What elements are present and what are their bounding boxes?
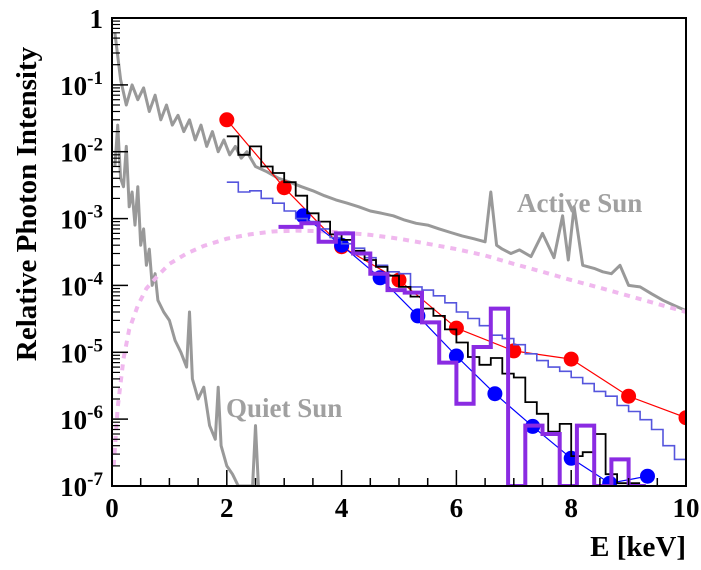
series-4-point-9 [640,468,655,484]
series-layer [112,32,686,486]
series-0 [113,32,686,312]
annotation-active-sun: Active Sun [517,188,642,218]
x-tick-label-1: 2 [220,493,234,523]
series-7 [278,221,646,486]
series-3-point-7 [621,388,637,404]
series-2 [112,228,686,467]
series-3-point-0 [219,112,235,128]
y-tick-label-6: 10-1 [60,68,103,101]
series-5 [226,181,686,461]
series-6-histogram [226,135,641,485]
y-tick-label-0: 10-7 [60,469,103,502]
tick-layer [111,17,687,487]
annotation-quiet-sun: Quiet Sun [226,393,342,423]
y-axis-title: Relative Photon Intensity [11,46,43,361]
series-1 [113,123,260,486]
y-tick-label-5: 10-2 [60,135,103,168]
series-1-line [113,123,260,486]
y-tick-label-4: 10-3 [60,202,103,235]
label-layer: 0 2 4 6 8 10 10-7 10-6 10-5 10-4 10-3 10-2 10-1 1 [60,4,699,523]
series-0-line [113,32,686,312]
series-7-histogram [278,221,646,486]
x-tick-label-2: 4 [335,493,349,523]
series-2-line [112,228,686,467]
series-6 [226,135,641,485]
series-3-point-8 [678,410,686,426]
y-tick-label-7: 1 [90,4,104,34]
series-3-point-6 [563,351,579,367]
y-tick-label-2: 10-5 [60,335,103,368]
y-tick-label-1: 10-6 [60,402,103,435]
y-tick-label-3: 10-4 [60,268,103,301]
x-tick-label-5: 10 [673,493,700,523]
series-4-line [302,215,648,484]
series-3-point-1 [276,180,292,196]
series-5-histogram [226,181,686,461]
series-4-point-4 [448,348,464,364]
x-tick-label-0: 0 [105,493,119,523]
x-axis-title: E [keV] [590,531,686,563]
plot-frame [111,17,687,487]
x-tick-label-3: 6 [450,493,464,523]
series-4-point-5 [487,386,503,402]
x-tick-label-4: 8 [564,493,578,523]
series-3-point-4 [448,320,464,336]
